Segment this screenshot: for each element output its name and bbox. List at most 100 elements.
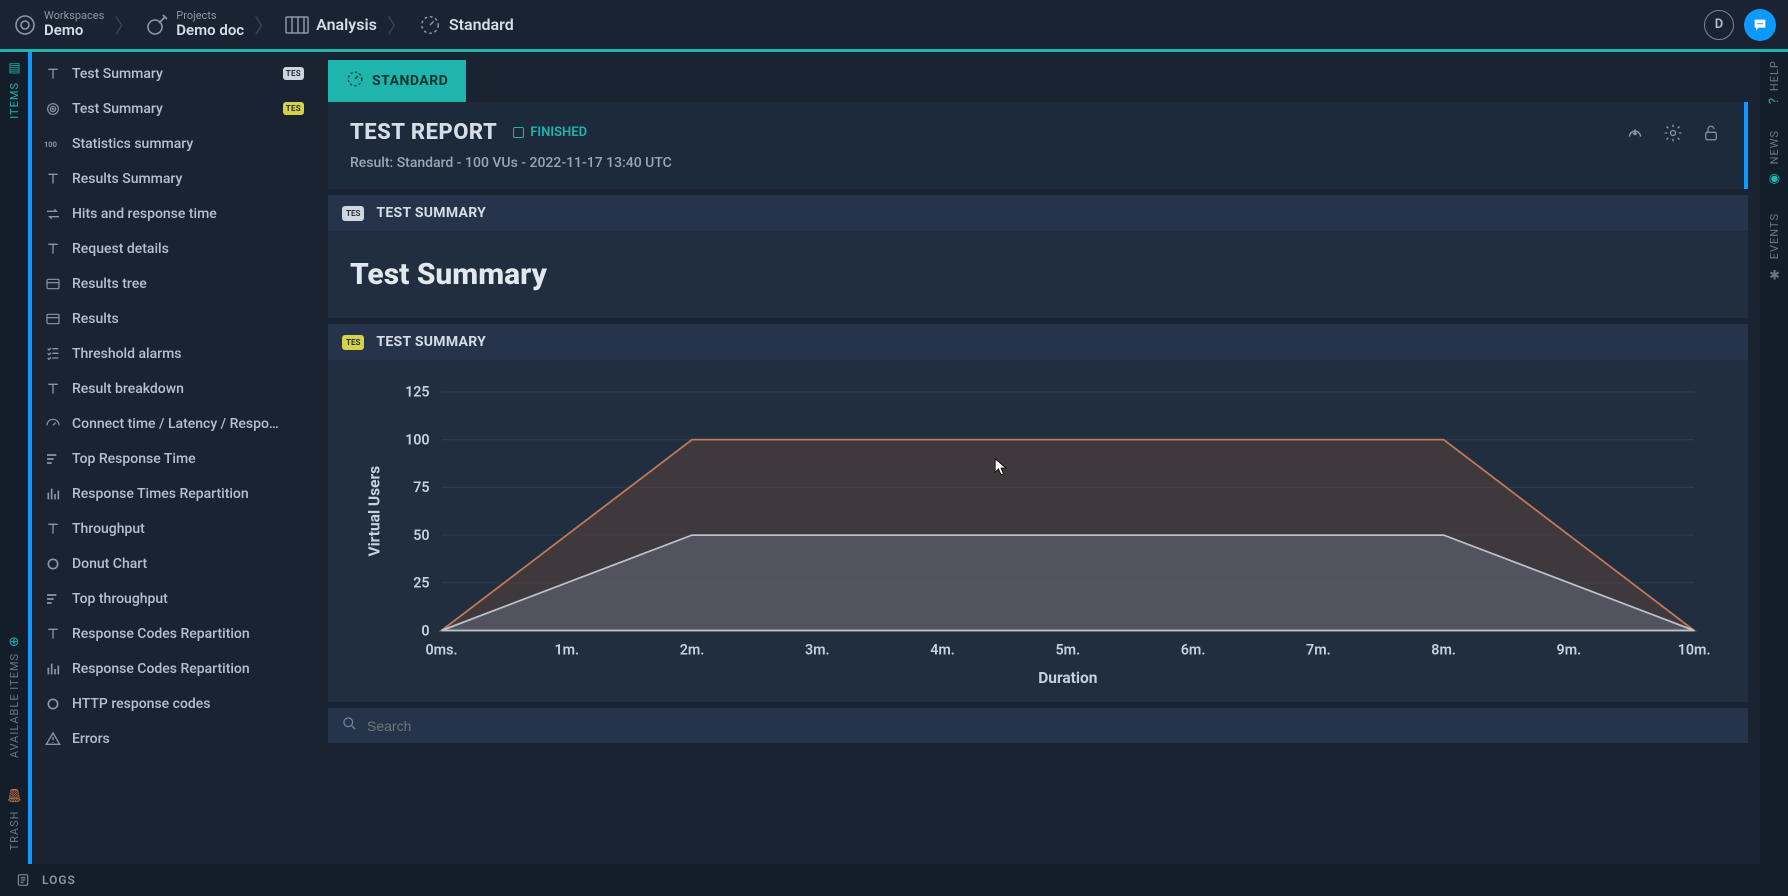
sidebar-item-label: Response Codes Repartition xyxy=(72,626,304,642)
breadcrumb-separator: 〉 xyxy=(250,10,278,39)
sidebar-item-label: Top throughput xyxy=(72,591,304,607)
text-icon xyxy=(44,240,62,258)
breadcrumb-standard[interactable]: Standard xyxy=(449,15,514,34)
sidebar-item[interactable]: Top throughput xyxy=(32,581,316,616)
sidebar-item[interactable]: Response Codes Repartition xyxy=(32,651,316,686)
sidebar-item[interactable]: Errors xyxy=(32,721,316,756)
status-text: FINISHED xyxy=(530,125,587,140)
svg-text:2m.: 2m. xyxy=(680,642,705,658)
sidebar-item[interactable]: Connect time / Latency / Respo… xyxy=(32,406,316,441)
help-icon: ? xyxy=(1767,97,1782,104)
settings-button[interactable] xyxy=(1662,122,1684,144)
sidebar-item[interactable]: Donut Chart xyxy=(32,546,316,581)
bars-h-icon xyxy=(44,590,62,608)
sidebar-item-label: HTTP response codes xyxy=(72,696,304,712)
rail-news[interactable]: ◉ NEWS xyxy=(1767,130,1782,186)
right-rail: ? HELP ◉ NEWS ✱ EVENTS xyxy=(1760,52,1788,864)
bottombar: LOGS xyxy=(0,864,1788,896)
topbar: Workspaces Demo 〉 Projects Demo doc 〉 An… xyxy=(0,0,1788,52)
sidebar-item[interactable]: Response Codes Repartition xyxy=(32,616,316,651)
sidebar-item[interactable]: Threshold alarms xyxy=(32,336,316,371)
panel-title: TEST SUMMARY xyxy=(376,334,486,350)
panel-body: Test Summary xyxy=(328,231,1748,318)
target-icon xyxy=(44,100,62,118)
tree-icon xyxy=(44,275,62,293)
chat-button[interactable] xyxy=(1744,9,1776,41)
sidebar-item-label: Threshold alarms xyxy=(72,346,304,362)
breadcrumb-projects[interactable]: Projects Demo doc xyxy=(176,10,244,39)
section-tab-label: STANDARD xyxy=(372,73,448,89)
breadcrumb-bottom: Demo doc xyxy=(176,21,244,39)
rail-label: ITEMS xyxy=(8,82,21,119)
text-icon xyxy=(44,625,62,643)
sidebar-item[interactable]: HTTP response codes xyxy=(32,686,316,721)
tree-icon xyxy=(44,310,62,328)
rail-label: NEWS xyxy=(1768,130,1781,164)
sidebar-item-label: Test Summary xyxy=(72,66,273,82)
sidebar-item-label: Top Response Time xyxy=(72,451,304,467)
sidebar-item[interactable]: Hits and response time xyxy=(32,196,316,231)
svg-text:100: 100 xyxy=(405,432,430,448)
svg-text:7m.: 7m. xyxy=(1306,642,1331,658)
user-avatar[interactable]: D xyxy=(1704,10,1734,40)
rail-label: HELP xyxy=(1768,60,1781,91)
status-square-icon xyxy=(513,127,524,138)
sidebar-item[interactable]: Results tree xyxy=(32,266,316,301)
svg-text:1m.: 1m. xyxy=(554,642,579,658)
sidebar-item[interactable]: Results Summary xyxy=(32,161,316,196)
logs-label[interactable]: LOGS xyxy=(42,873,76,887)
svg-text:125: 125 xyxy=(405,385,430,401)
panel-badge: TES xyxy=(342,335,364,350)
sidebar-item-label: Results xyxy=(72,311,304,327)
rail-events[interactable]: ✱ EVENTS xyxy=(1767,213,1782,281)
rail-help[interactable]: ? HELP xyxy=(1767,60,1782,104)
sidebar-item[interactable]: Results xyxy=(32,301,316,336)
rail-label: EVENTS xyxy=(1768,213,1781,259)
items-icon: ▤ xyxy=(7,60,22,76)
panel-badge: TES xyxy=(342,206,364,221)
sidebar-badge: TES xyxy=(283,67,304,80)
rail-available-items[interactable]: AVAILABLE ITEMS ⊕ xyxy=(7,635,22,758)
virtual-users-chart: 02550751001250ms.1m.2m.3m.4m.5m.6m.7m.8m… xyxy=(358,380,1718,690)
panel-test-summary-1: TES TEST SUMMARY Test Summary xyxy=(328,195,1748,318)
rail-items[interactable]: ITEMS ▤ xyxy=(7,60,22,119)
breadcrumb-separator: 〉 xyxy=(383,10,411,39)
sidebar-item[interactable]: Top Response Time xyxy=(32,441,316,476)
rail-trash[interactable]: TRASH 🗑 xyxy=(7,787,22,850)
lock-button[interactable] xyxy=(1700,122,1722,144)
sidebar-item[interactable]: Response Times Repartition xyxy=(32,476,316,511)
sidebar-item-label: Donut Chart xyxy=(72,556,304,572)
left-rail: ITEMS ▤ AVAILABLE ITEMS ⊕ TRASH 🗑 xyxy=(0,52,28,864)
stats-icon: 100 xyxy=(44,135,62,153)
sidebar-item-label: Response Codes Repartition xyxy=(72,661,304,677)
sidebar-item[interactable]: Throughput xyxy=(32,511,316,546)
breadcrumb-analysis[interactable]: Analysis xyxy=(316,15,377,34)
sidebar-item[interactable]: Result breakdown xyxy=(32,371,316,406)
svg-text:50: 50 xyxy=(413,528,429,544)
search-input[interactable] xyxy=(367,718,1734,734)
sidebar-item-label: Results Summary xyxy=(72,171,304,187)
exchange-icon xyxy=(44,205,62,223)
breadcrumb-bottom: Analysis xyxy=(316,15,377,34)
logs-icon xyxy=(16,872,32,888)
svg-text:25: 25 xyxy=(413,576,429,592)
plus-icon: ⊕ xyxy=(7,635,22,647)
sidebar-item[interactable]: Test SummaryTES xyxy=(32,91,316,126)
text-icon xyxy=(44,520,62,538)
events-icon: ✱ xyxy=(1767,265,1782,281)
sidebar-item[interactable]: 100Statistics summary xyxy=(32,126,316,161)
breadcrumb-workspaces[interactable]: Workspaces Demo xyxy=(44,10,104,39)
breadcrumb-top: Projects xyxy=(176,10,244,21)
sidebar-item-label: Connect time / Latency / Respo… xyxy=(72,416,304,432)
section-tab-standard[interactable]: STANDARD xyxy=(328,60,466,102)
analysis-icon xyxy=(284,12,310,38)
svg-text:9m.: 9m. xyxy=(1557,642,1582,658)
status-badge: FINISHED xyxy=(513,125,587,140)
sidebar-item-label: Errors xyxy=(72,731,304,747)
sidebar-item[interactable]: Request details xyxy=(32,231,316,266)
sidebar-item-label: Results tree xyxy=(72,276,304,292)
download-button[interactable] xyxy=(1624,122,1646,144)
breadcrumb-separator: 〉 xyxy=(110,10,138,39)
breadcrumb-top: Workspaces xyxy=(44,10,104,21)
sidebar-item[interactable]: Test Summary TES xyxy=(32,56,316,91)
